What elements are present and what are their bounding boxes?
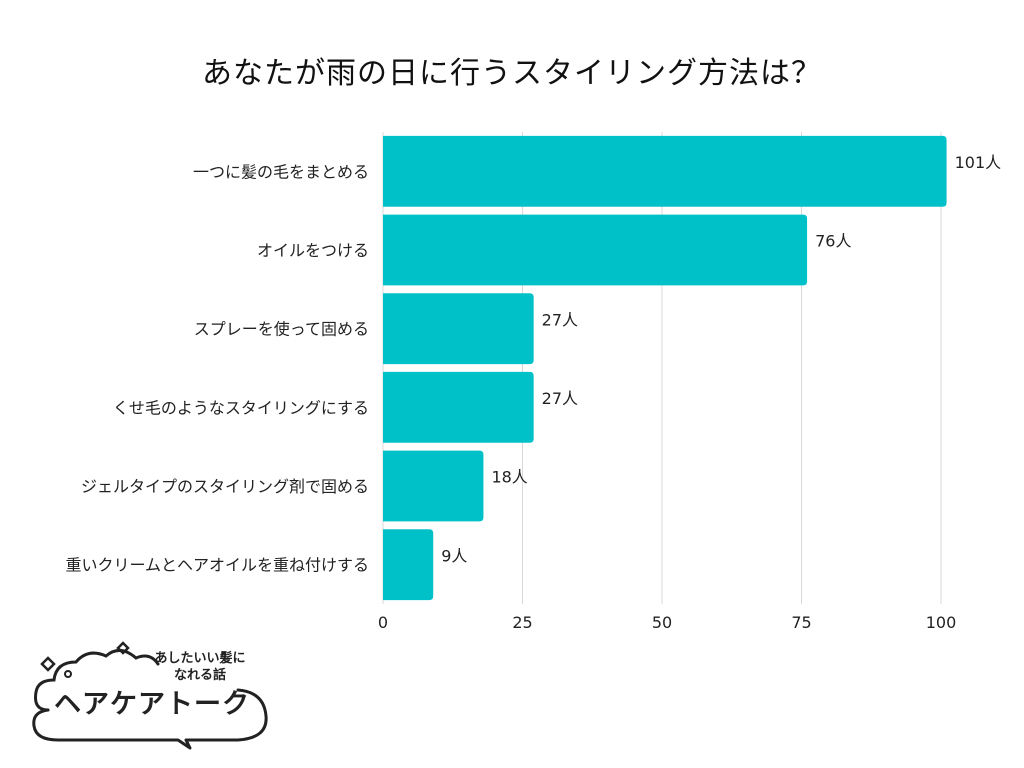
- value-label: 76人: [815, 232, 851, 251]
- category-label: ジェルタイプのスタイリング剤で固める: [81, 477, 369, 496]
- logo-tagline: あしたいい髪に なれる話: [145, 650, 255, 684]
- x-tick-label: 0: [378, 613, 388, 632]
- bar: [383, 293, 534, 365]
- bar: [383, 371, 534, 443]
- x-tick-label: 75: [791, 613, 811, 632]
- category-label: くせ毛のようなスタイリングにする: [113, 398, 369, 417]
- chart-bars: [383, 135, 947, 601]
- bar: [383, 135, 947, 207]
- x-tick-label: 50: [652, 613, 672, 632]
- bar: [383, 214, 808, 286]
- chart-title: あなたが雨の日に行うスタイリング方法は？: [202, 56, 822, 91]
- category-label: スプレーを使って固める: [194, 320, 369, 339]
- value-label: 27人: [542, 310, 578, 329]
- category-label: 一つに髪の毛をまとめる: [193, 162, 369, 181]
- value-label: 27人: [542, 389, 578, 408]
- brand-logo: [32, 641, 268, 750]
- category-label: 重いクリームとヘアオイルを重ね付けする: [65, 556, 369, 575]
- x-tick-label: 100: [926, 613, 957, 632]
- bar: [383, 529, 434, 601]
- logo-tagline-line2: なれる話: [173, 668, 226, 683]
- category-label: オイルをつける: [257, 241, 369, 260]
- logo-name: ヘアケアトーク: [54, 689, 250, 720]
- value-label: 9人: [441, 546, 467, 565]
- value-label: 101人: [955, 153, 1002, 172]
- bar: [383, 450, 484, 522]
- logo-tagline-line1: あしたいい髪に: [154, 651, 246, 666]
- value-label: 18人: [491, 468, 527, 487]
- x-tick-label: 25: [512, 613, 532, 632]
- chart-grid: [382, 132, 942, 604]
